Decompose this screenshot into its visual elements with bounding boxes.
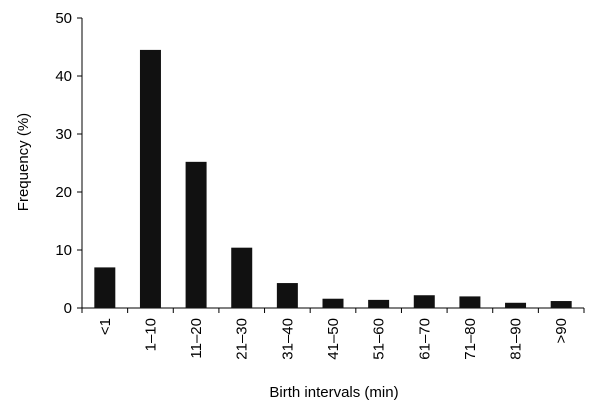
plot-area: 0 10 20 30 40 50 <1 1–10 11–20 21–30 31–40 41–50 51–… [55, 10, 585, 360]
bar-1 [139, 49, 161, 309]
x-tick-label: 31–40 [279, 318, 296, 360]
bar-9 [505, 302, 527, 308]
x-tick-label: >90 [553, 318, 570, 343]
x-tick-label: 21–30 [234, 318, 251, 360]
y-tick-label: 20 [55, 184, 72, 201]
bar-3 [231, 247, 253, 308]
y-tick-label: 0 [64, 300, 72, 317]
bar-6 [368, 299, 390, 308]
y-tick-label: 40 [55, 68, 72, 85]
bar-2 [185, 161, 207, 308]
x-tick-label: 51–60 [371, 318, 388, 360]
y-tick-label: 30 [55, 126, 72, 143]
y-tick-label: 50 [55, 10, 72, 27]
bar-7 [413, 295, 435, 308]
bar-8 [459, 296, 481, 308]
x-tick-label: 1–10 [142, 318, 159, 351]
x-tick-label: 61–70 [416, 318, 433, 360]
x-tick-label: 11–20 [188, 318, 205, 359]
x-axis-label: Birth intervals (min) [269, 384, 398, 401]
x-tick-label: 81–90 [508, 318, 525, 360]
x-tick-label: 41–50 [325, 318, 342, 360]
bar-0 [94, 267, 116, 308]
x-tick-label: <1 [97, 318, 114, 335]
bar-4 [276, 283, 298, 308]
bar-10 [550, 301, 572, 308]
x-tick-label: 71–80 [462, 318, 479, 360]
y-tick-label: 10 [55, 242, 72, 259]
y-axis-label: Frequency (%) [15, 113, 32, 211]
bar-5 [322, 298, 344, 308]
